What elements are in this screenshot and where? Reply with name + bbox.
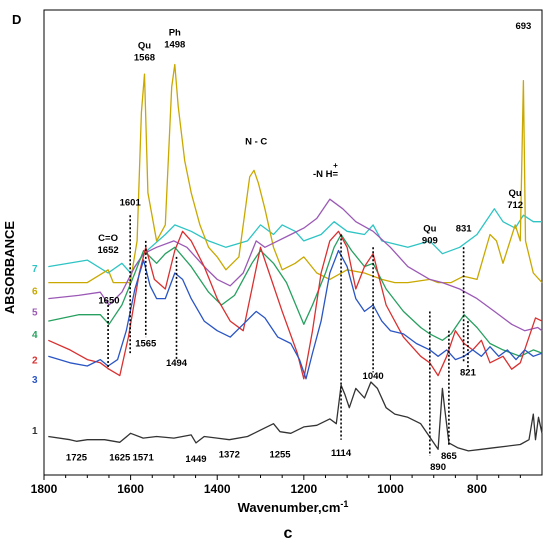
series-line-7 [48,208,542,274]
annotation-line: C=O [98,233,118,244]
legend-label-5: 5 [32,307,38,318]
annotation-line: 1601 [120,198,142,209]
plot-frame [43,9,543,476]
annotation-line: 1625 [109,453,131,464]
annotation-line: 1255 [269,449,291,460]
annotation-12: 1494 [166,358,188,369]
x-axis-title-main: Wavenumber,cm [238,500,341,515]
annotation-line: 1568 [134,52,155,63]
series-line-1 [48,381,543,452]
annotation-10: 1650 [98,295,119,306]
annotation-21: 1449 [185,454,206,465]
annotation-line: 1652 [98,245,119,256]
annotation-line: 1040 [363,371,384,382]
annotation-line: 1725 [66,453,88,464]
annotation-line: 1565 [135,339,157,350]
x-axis-title: Wavenumber,cm-1 [238,499,349,515]
annotation-nh-sup: + [333,161,338,170]
annotation-line: 1449 [185,454,206,465]
annotation-20: 1571 [133,453,155,464]
marker-layer [107,215,469,456]
series-line-3 [48,249,543,380]
annotation-9: 693 [515,21,531,32]
annotation-11: 1565 [135,339,157,350]
annotation-1: Ph 1498 [164,28,185,51]
annotation-line: 1571 [133,453,155,464]
annotation-line: Qu [138,40,151,51]
annotation-line: 1114 [331,448,352,459]
annotation-2: N - C [245,137,267,148]
annotation-line: Ph [169,28,181,39]
annotation-line: 909 [422,235,438,246]
annotation-line: 821 [460,368,477,379]
x-tick-label-1200: 1200 [290,482,317,496]
panel-label: D [12,12,21,27]
annotation-line: 1372 [219,449,240,460]
x-tick-label-1800: 1800 [31,482,58,496]
legend-label-2: 2 [32,356,38,367]
annotation-line: 1498 [164,40,185,51]
series-line-5 [48,198,543,332]
legend-label-3: 3 [32,375,38,386]
annotation-line: N - C [245,137,267,148]
legend-label-6: 6 [32,287,38,298]
annotation-line: 890 [430,462,446,473]
legend: 7 6 5 4 2 3 1 [32,264,38,437]
annotation-16: 890 [430,462,446,473]
y-axis-title: ABSORBANCE [2,221,17,315]
annotation-22: 1372 [219,449,240,460]
legend-label-7: 7 [32,264,38,275]
annotation-4: 1601 [120,198,142,209]
series-layer [48,63,543,452]
annotation-line: 693 [515,21,531,32]
annotation-line: 1650 [98,295,119,306]
annotation-3: -N H=+ [313,161,339,180]
annotation-line: 865 [441,451,458,462]
annotation-line: 831 [456,223,473,234]
annotation-line: 1494 [166,358,188,369]
legend-label-1: 1 [32,426,38,437]
annotation-line: 712 [507,200,523,211]
annotation-0: Qu 1568 [134,40,155,63]
annotation-line: Qu [423,223,436,234]
figure-caption: c [284,525,293,542]
annotation-15: 1114 [331,448,352,459]
annotation-19: 1625 [109,453,131,464]
series-line-6 [48,63,543,284]
annotation-7: 831 [456,223,473,234]
annotation-17: 865 [441,451,458,462]
annotation-5: C=O 1652 [98,233,119,256]
x-tick-label-1000: 1000 [377,482,404,496]
annotation-nh-main: -N H= [313,169,339,180]
annotation-23: 1255 [269,449,291,460]
annotation-8: Qu 712 [507,188,523,211]
annotation-line: Qu [509,188,522,199]
x-axis-title-sup: -1 [340,499,348,509]
x-tick-label-1600: 1600 [117,482,144,496]
legend-label-4: 4 [32,330,38,341]
x-tick-label-1400: 1400 [204,482,231,496]
x-axis-ticks: 1800 1600 1400 1200 1000 800 [31,475,521,496]
annotation-14: 821 [460,368,477,379]
annotation-6: Qu 909 [422,223,438,246]
annotation-13: 1040 [363,371,384,382]
annotation-18: 1725 [66,453,88,464]
x-tick-label-800: 800 [467,482,487,496]
